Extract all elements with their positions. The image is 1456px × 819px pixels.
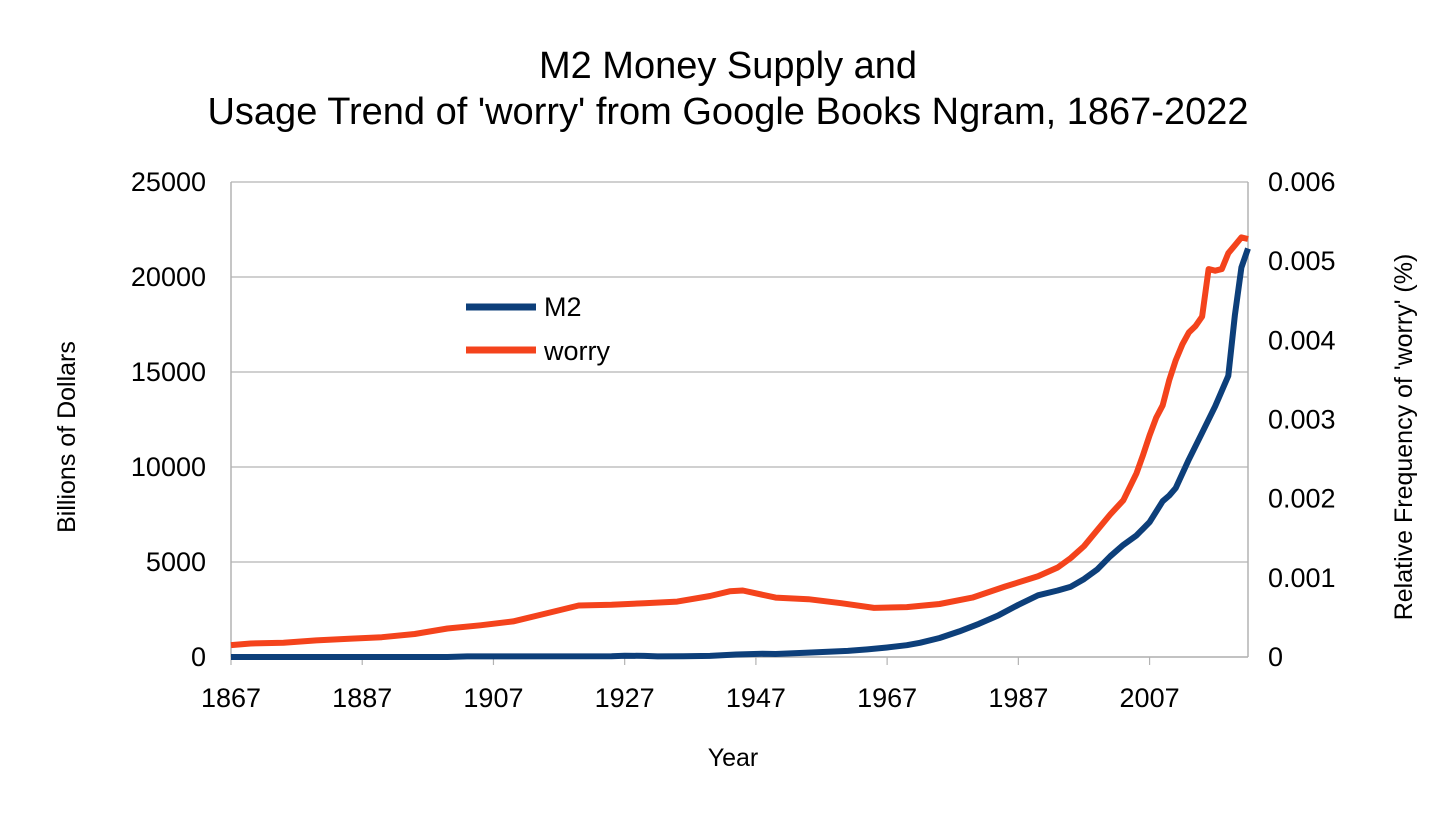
y-right-tick-label: 0.006 [1268,167,1336,197]
chart-title-line-2: Usage Trend of 'worry' from Google Books… [207,91,1248,133]
x-tick-label: 1947 [726,683,786,713]
y-right-tick-label: 0.004 [1268,325,1336,355]
x-tick-label: 1867 [201,683,261,713]
y-left-tick-label: 20000 [131,262,206,292]
x-tick-label: 1967 [857,683,917,713]
series-layer [230,234,1251,660]
x-tick-label: 1927 [595,683,655,713]
x-tick-label: 1887 [332,683,392,713]
y-right-tick-label: 0.003 [1268,405,1336,435]
y-left-tick-label: 5000 [146,547,206,577]
x-tick-label: 1907 [463,683,523,713]
chart-title-line-1: M2 Money Supply and [539,45,917,87]
y-left-tick-label: 10000 [131,452,206,482]
y-right-tick-label: 0 [1268,642,1283,672]
y-right-tick-label: 0.005 [1268,246,1336,276]
legend-label-m2: M2 [544,292,582,322]
x-tick-label: 1987 [988,683,1048,713]
legend-label-worry: worry [543,336,610,366]
series-line-m2 [231,247,1251,660]
y-right-tick-label: 0.001 [1268,563,1336,593]
y-right-axis-title: Relative Frequency of 'worry' (%) [1390,254,1418,621]
x-axis-title: Year [708,744,759,772]
x-tick-labels: 1867 1887 1907 1927 1947 1967 1987 2007 [201,657,1180,713]
y-left-tick-label: 25000 [131,167,206,197]
legend: M2 worry [466,292,610,366]
y-left-axis-title: Billions of Dollars [53,341,81,533]
x-tick-label: 2007 [1120,683,1180,713]
y-left-tick-label: 0 [191,642,206,672]
y-right-tick-label: 0.002 [1268,484,1336,514]
gridlines [231,181,1248,658]
series-line-worry [230,234,1249,649]
y-left-tick-label: 15000 [131,357,206,387]
y-right-tick-labels: 0 0.001 0.002 0.003 0.004 0.005 0.006 [1268,167,1336,672]
y-left-tick-labels: 0 5000 10000 15000 20000 25000 [131,167,206,672]
